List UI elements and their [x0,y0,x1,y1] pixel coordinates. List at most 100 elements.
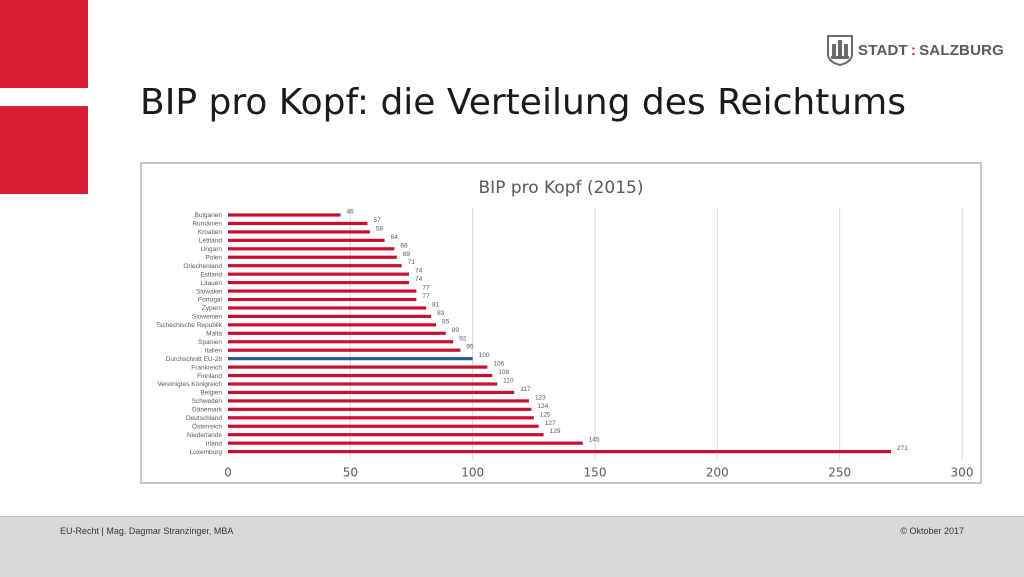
category-label: Bulgarien [195,212,223,219]
bar [228,272,410,276]
data-label: 110 [503,378,514,385]
data-label: 124 [537,403,548,410]
chart-container: BIP pro Kopf (2015) Bulgarien 46 Rumänien 5… [140,162,982,484]
data-label: 58 [376,225,384,232]
footer: EU-Recht | Mag. Dagmar Stranzinger, MBA … [0,516,1024,577]
data-label: 64 [391,234,399,241]
category-label: Polen [205,254,222,261]
data-label: 85 [442,318,450,325]
logo-text: STADT: SALZBURG [858,41,1005,59]
chart-title: BIP pro Kopf (2015) [479,178,644,198]
data-label: 74 [415,276,423,283]
data-label: 57 [373,217,381,224]
category-label: Estland [200,271,222,278]
data-label: 145 [589,437,600,444]
bar [228,450,892,454]
bar [228,407,532,411]
category-label: Griechenland [183,263,222,270]
x-tick-label: 300 [951,466,974,480]
category-label: Belgien [200,390,222,397]
category-label: Dänemark [192,407,223,414]
category-label: Luxemburg [189,449,222,456]
category-label: Irland [206,440,223,447]
bar [228,424,539,428]
bar [228,373,493,378]
bar [228,390,515,395]
data-label: 71 [408,259,416,266]
category-label: Vereinigtes Königreich [157,381,222,388]
decorative-red-block-top [0,0,88,88]
city-logo: STADT: SALZBURG [826,34,1004,66]
category-label: Rumänien [192,221,222,228]
data-label: 100 [479,352,490,359]
bar [228,289,417,293]
bar [228,238,385,242]
bar [228,433,544,437]
data-label: 271 [897,445,908,452]
bar [228,348,461,352]
bar [228,399,529,403]
data-label: 127 [545,420,556,427]
data-label: 89 [452,327,460,334]
page-title: BIP pro Kopf: die Verteilung des Reichtu… [140,82,906,123]
category-label: Spanien [198,339,222,346]
x-tick-label: 250 [828,466,851,480]
bar [228,221,368,226]
bar [228,264,402,268]
bar [228,365,488,369]
category-label: Tschechische Republik [156,322,223,329]
bar [228,297,417,302]
bar [228,281,410,285]
category-label: Niederlande [187,432,222,439]
bar [228,340,454,344]
bar [228,247,395,251]
bar-chart: BIP pro Kopf (2015) Bulgarien 46 Rumänien 5… [156,178,974,480]
category-label: Finnland [197,373,222,380]
data-label: 106 [493,361,504,368]
bar [228,306,427,310]
data-label: 83 [437,310,445,317]
bar [228,331,446,335]
data-label: 81 [432,301,440,308]
bar-eu-average [228,357,473,361]
data-label: 125 [540,411,551,418]
bar [228,230,370,234]
bar [228,314,432,318]
data-label: 117 [520,386,531,393]
category-label: Österreich [192,422,222,430]
decorative-red-block-bottom [0,106,88,194]
category-label: Schweden [192,398,223,405]
category-label: Slowakei [196,288,222,295]
category-label: Zypern [202,305,223,312]
data-label: 74 [415,268,423,275]
x-tick-label: 50 [343,466,358,480]
data-label: 77 [422,293,430,300]
x-tick-label: 150 [584,466,607,480]
category-label: Slowenien [192,314,222,321]
category-label: Durchschnitt EU-28 [166,356,223,363]
data-label: 68 [400,242,408,249]
category-label: Deutschland [186,415,223,422]
data-label: 92 [459,335,467,342]
data-label: 77 [422,285,430,292]
x-tick-label: 0 [224,466,232,480]
footer-author: EU-Recht | Mag. Dagmar Stranzinger, MBA [60,526,234,536]
category-label: Ungarn [201,246,223,253]
bar [228,323,436,327]
category-label: Frankreich [191,364,222,371]
bar [228,382,498,386]
city-coat-of-arms-icon [827,35,853,66]
data-label: 108 [498,369,509,376]
category-label: Portugal [198,297,223,304]
data-label: 129 [550,428,561,435]
category-label: Kroatien [198,229,223,236]
category-label: Litauen [201,280,223,287]
bar [228,255,397,259]
data-label: 95 [466,344,474,351]
x-tick-label: 100 [461,466,484,480]
category-label: Malta [206,331,222,338]
data-label: 123 [535,394,546,401]
bar [228,416,534,420]
data-label: 46 [347,209,355,216]
footer-date: © Oktober 2017 [900,526,964,536]
